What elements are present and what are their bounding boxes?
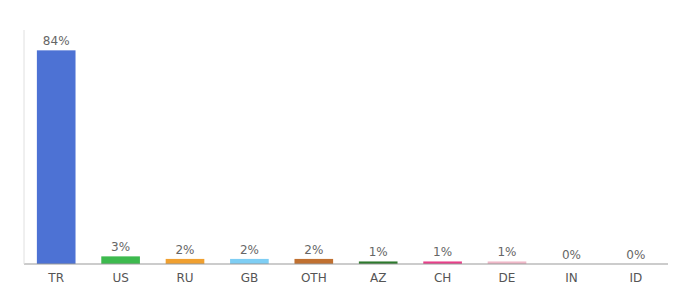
x-tick-label: IN [565, 271, 578, 285]
data-label: 1% [433, 245, 452, 259]
x-tick-label: TR [47, 271, 64, 285]
data-label: 0% [562, 248, 581, 262]
bar [37, 50, 76, 264]
x-tick-label: ID [629, 271, 642, 285]
data-label: 3% [111, 240, 130, 254]
x-tick-label: GB [241, 271, 259, 285]
x-tick-label: AZ [370, 271, 386, 285]
data-label: 0% [626, 248, 645, 262]
data-labels: 84% 3% 2% 2% 2% 1% 1% 1% 0% 0% [43, 34, 645, 262]
y-axis-line [24, 30, 25, 264]
x-tick-label: CH [434, 271, 451, 285]
bar [101, 256, 140, 264]
x-axis-line [24, 264, 668, 265]
bar [294, 259, 333, 264]
bar [230, 259, 269, 264]
data-label: 2% [175, 243, 194, 257]
data-label: 84% [43, 34, 70, 48]
data-label: 1% [369, 245, 388, 259]
chart-container: 84% 3% 2% 2% 2% 1% 1% 1% 0% 0% TR US RU GB OTH AZ CH DE IN… [0, 0, 680, 300]
bar [166, 259, 205, 264]
x-tick-label: OTH [301, 271, 327, 285]
x-tick-label: RU [176, 271, 193, 285]
x-tick-label: DE [499, 271, 516, 285]
bars [37, 50, 526, 264]
x-tick-labels: TR US RU GB OTH AZ CH DE IN ID [47, 271, 642, 285]
data-label: 2% [304, 243, 323, 257]
data-label: 2% [240, 243, 259, 257]
chart-svg: 84% 3% 2% 2% 2% 1% 1% 1% 0% 0% TR US RU GB OTH AZ CH DE IN… [0, 0, 680, 300]
x-tick-label: US [112, 271, 128, 285]
data-label: 1% [497, 245, 516, 259]
